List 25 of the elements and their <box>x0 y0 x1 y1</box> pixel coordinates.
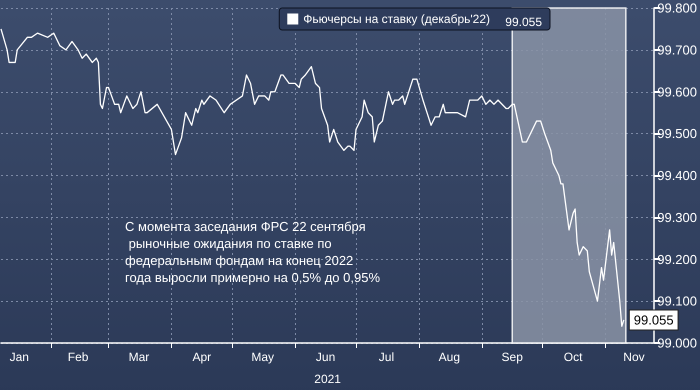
x-tick-label: Mar <box>128 350 150 364</box>
x-tick-label: Jun <box>316 350 336 364</box>
x-tick-label: Oct <box>564 350 584 364</box>
y-tick-label: 99.400 <box>657 168 698 183</box>
data-label: 99.055 <box>634 312 674 328</box>
x-axis-title: 2021 <box>314 372 342 386</box>
y-tick-label: 99.200 <box>657 252 698 267</box>
y-tick-label: 99.700 <box>657 42 698 58</box>
text: 99.055 <box>505 15 542 29</box>
annotation: С момента заседания ФРС 22 сентября рыночные ожидания по ставке по федеральным фондам на конец 2022 года выросли примерно на 0,5% до 0,95% <box>125 219 380 285</box>
y-tick-label: 99.100 <box>657 294 698 309</box>
y-tick-label: 99.500 <box>657 126 698 142</box>
x-tick-label: Nov <box>623 350 645 364</box>
x-tick-label: May <box>251 350 274 364</box>
x-tick-label: Jul <box>378 350 394 364</box>
y-tick-label: 99.300 <box>657 210 698 225</box>
y-tick-label: 99.000 <box>657 336 698 350</box>
legend-label: Фьючерсы на ставку (декабрь'22) <box>303 12 490 26</box>
y-tick-label: 99.800 <box>657 0 698 16</box>
x-tick-label: Aug <box>438 350 460 364</box>
x-tick-label: Jan <box>10 350 29 364</box>
y-tick-label: 99.600 <box>657 84 698 100</box>
x-tick-label: Apr <box>192 350 212 364</box>
x-tick-label: Feb <box>68 350 89 364</box>
x-tick-label: Sep <box>502 350 524 364</box>
